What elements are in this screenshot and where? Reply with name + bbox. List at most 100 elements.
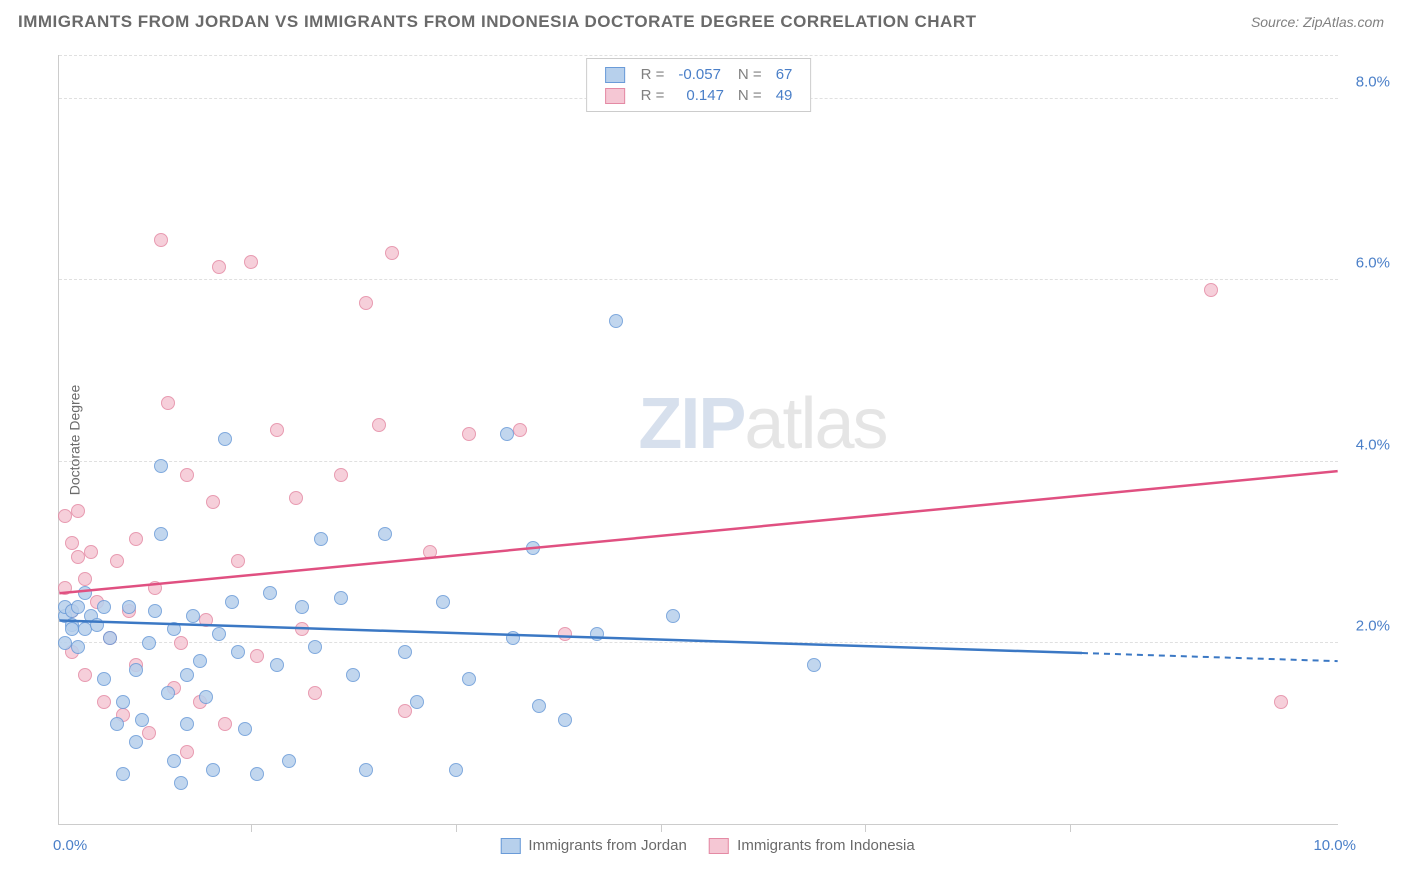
scatter-point-jordan xyxy=(807,658,821,672)
legend-indonesia-label: Immigrants from Indonesia xyxy=(737,837,915,854)
watermark: ZIPatlas xyxy=(638,383,886,465)
y-tick-label: 8.0% xyxy=(1356,74,1390,91)
scatter-point-jordan xyxy=(129,663,143,677)
legend-row-jordan: R = -0.057 N = 67 xyxy=(599,65,799,84)
x-tick xyxy=(661,824,662,832)
scatter-point-jordan xyxy=(238,722,252,736)
regression-lines xyxy=(59,55,1338,824)
scatter-point-indonesia xyxy=(218,717,232,731)
scatter-point-jordan xyxy=(116,695,130,709)
scatter-point-indonesia xyxy=(558,627,572,641)
scatter-point-indonesia xyxy=(84,545,98,559)
scatter-point-indonesia xyxy=(65,536,79,550)
scatter-point-indonesia xyxy=(78,572,92,586)
scatter-point-jordan xyxy=(90,618,104,632)
jordan-r-value: -0.057 xyxy=(672,65,730,84)
gridline xyxy=(59,279,1338,280)
scatter-point-jordan xyxy=(218,432,232,446)
scatter-point-indonesia xyxy=(398,704,412,718)
scatter-point-indonesia xyxy=(385,246,399,260)
scatter-point-jordan xyxy=(212,627,226,641)
scatter-point-jordan xyxy=(295,600,309,614)
scatter-point-jordan xyxy=(142,636,156,650)
scatter-point-jordan xyxy=(110,717,124,731)
scatter-point-indonesia xyxy=(372,418,386,432)
scatter-point-indonesia xyxy=(250,649,264,663)
scatter-point-indonesia xyxy=(148,581,162,595)
scatter-point-jordan xyxy=(609,314,623,328)
scatter-point-jordan xyxy=(666,609,680,623)
scatter-point-indonesia xyxy=(295,622,309,636)
x-tick xyxy=(865,824,866,832)
scatter-point-jordan xyxy=(161,686,175,700)
scatter-point-jordan xyxy=(410,695,424,709)
scatter-point-indonesia xyxy=(1274,695,1288,709)
scatter-point-jordan xyxy=(558,713,572,727)
scatter-point-indonesia xyxy=(154,233,168,247)
scatter-point-jordan xyxy=(154,459,168,473)
indonesia-r-value: 0.147 xyxy=(672,86,730,105)
scatter-point-jordan xyxy=(71,640,85,654)
scatter-point-indonesia xyxy=(231,554,245,568)
scatter-point-indonesia xyxy=(270,423,284,437)
scatter-point-jordan xyxy=(270,658,284,672)
scatter-point-jordan xyxy=(398,645,412,659)
scatter-point-jordan xyxy=(71,600,85,614)
scatter-point-indonesia xyxy=(180,468,194,482)
scatter-point-jordan xyxy=(526,541,540,555)
scatter-point-indonesia xyxy=(212,260,226,274)
chart-title: IMMIGRANTS FROM JORDAN VS IMMIGRANTS FRO… xyxy=(18,12,976,32)
scatter-point-jordan xyxy=(135,713,149,727)
y-tick-label: 2.0% xyxy=(1356,617,1390,634)
scatter-point-jordan xyxy=(436,595,450,609)
scatter-point-jordan xyxy=(250,767,264,781)
indonesia-n-value: 49 xyxy=(770,86,799,105)
scatter-point-indonesia xyxy=(289,491,303,505)
gridline xyxy=(59,642,1338,643)
scatter-point-indonesia xyxy=(71,504,85,518)
scatter-point-indonesia xyxy=(334,468,348,482)
x-tick xyxy=(251,824,252,832)
y-tick-label: 4.0% xyxy=(1356,436,1390,453)
scatter-point-indonesia xyxy=(462,427,476,441)
scatter-point-indonesia xyxy=(97,695,111,709)
legend-jordan-label: Immigrants from Jordan xyxy=(528,837,686,854)
scatter-point-jordan xyxy=(225,595,239,609)
swatch-indonesia-icon xyxy=(605,88,625,104)
scatter-point-jordan xyxy=(193,654,207,668)
scatter-point-indonesia xyxy=(110,554,124,568)
swatch-indonesia-icon xyxy=(709,838,729,854)
scatter-point-jordan xyxy=(506,631,520,645)
y-tick-label: 6.0% xyxy=(1356,255,1390,272)
scatter-point-jordan xyxy=(282,754,296,768)
scatter-point-jordan xyxy=(103,631,117,645)
scatter-point-jordan xyxy=(199,690,213,704)
gridline xyxy=(59,55,1338,56)
legend-correlation: R = -0.057 N = 67 R = 0.147 N = 49 xyxy=(586,58,812,112)
scatter-point-indonesia xyxy=(142,726,156,740)
scatter-point-jordan xyxy=(532,699,546,713)
scatter-point-jordan xyxy=(590,627,604,641)
x-axis-min-label: 0.0% xyxy=(53,837,87,854)
scatter-point-indonesia xyxy=(359,296,373,310)
scatter-point-indonesia xyxy=(244,255,258,269)
r-label: R = xyxy=(635,65,671,84)
x-tick xyxy=(456,824,457,832)
jordan-n-value: 67 xyxy=(770,65,799,84)
scatter-point-indonesia xyxy=(78,668,92,682)
watermark-atlas: atlas xyxy=(744,384,886,464)
scatter-point-jordan xyxy=(378,527,392,541)
n-label: N = xyxy=(732,65,768,84)
x-axis-max-label: 10.0% xyxy=(1313,837,1356,854)
scatter-point-indonesia xyxy=(206,495,220,509)
watermark-zip: ZIP xyxy=(638,384,744,464)
scatter-point-jordan xyxy=(231,645,245,659)
scatter-point-jordan xyxy=(116,767,130,781)
scatter-point-jordan xyxy=(78,586,92,600)
legend-row-indonesia: R = 0.147 N = 49 xyxy=(599,86,799,105)
source-label: Source: ZipAtlas.com xyxy=(1251,14,1384,30)
swatch-jordan-icon xyxy=(500,838,520,854)
scatter-point-jordan xyxy=(206,763,220,777)
scatter-point-indonesia xyxy=(199,613,213,627)
scatter-point-jordan xyxy=(129,735,143,749)
